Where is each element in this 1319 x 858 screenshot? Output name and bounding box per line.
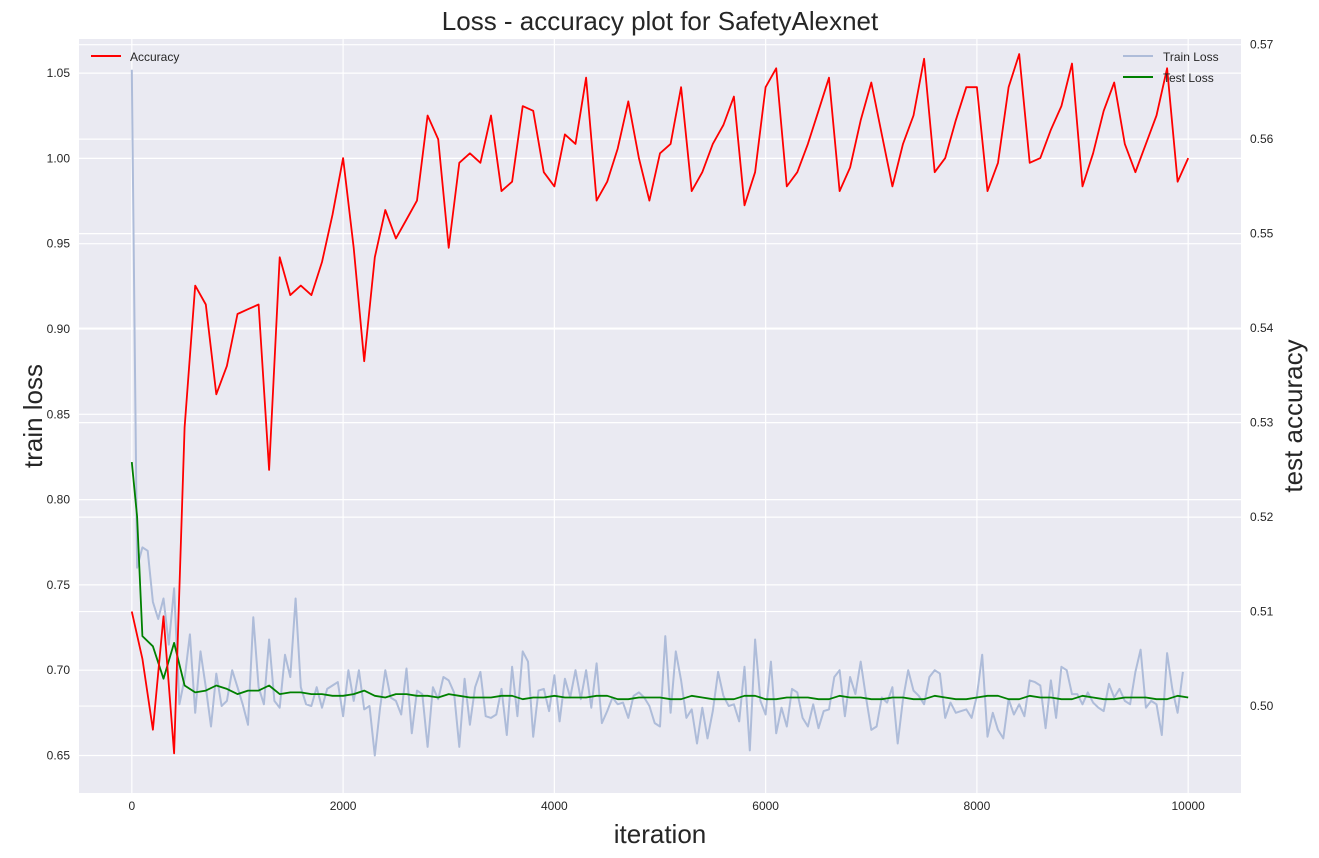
y-tick-label: 0.75 [47,578,71,592]
y-right-tick-label: 0.54 [1250,321,1274,335]
legend-accuracy-label: Accuracy [130,50,179,64]
y-right-tick-label: 0.52 [1250,510,1274,524]
y-right-tick-label: 0.56 [1250,132,1274,146]
y-tick-label: 0.80 [47,493,71,507]
y-tick-label: 0.90 [47,322,71,336]
legend-train-loss-label: Train Loss [1163,50,1219,64]
x-tick-label: 8000 [964,799,991,813]
x-tick-label: 6000 [752,799,779,813]
y-right-tick-label: 0.55 [1250,227,1274,241]
y-right-axis-label: test accuracy [1278,339,1308,492]
test-loss-line [130,462,1189,701]
y-right-axis-ticks: 0.50 0.51 0.52 0.53 0.54 0.55 0.56 0.57 [1250,38,1274,713]
series-layer [130,53,1190,757]
y-tick-label: 1.00 [47,151,71,165]
chart-title: Loss - accuracy plot for SafetyAlexnet [442,6,879,36]
y-right-tick-label: 0.50 [1250,699,1274,713]
legend-test-loss-label: Test Loss [1163,71,1214,85]
y-right-tick-label: 0.53 [1250,416,1274,430]
y-right-tick-label: 0.57 [1250,38,1274,52]
y-right-tick-label: 0.51 [1250,605,1274,619]
y-axis-ticks: 0.65 0.70 0.75 0.80 0.85 0.90 0.95 1.00 1.05 [47,66,71,762]
y-tick-label: 0.85 [47,407,71,421]
y-axis-label: train loss [18,364,48,468]
x-tick-label: 10000 [1171,799,1205,813]
x-tick-label: 0 [128,799,135,813]
legend-left: Accuracy [91,50,179,64]
y-tick-label: 0.70 [47,663,71,677]
train-loss-line [130,69,1184,757]
accuracy-line [130,53,1190,755]
x-axis-label: iteration [614,819,707,849]
y-tick-label: 0.95 [47,237,71,251]
grid-lines [79,39,1241,793]
legend-right: Train Loss Test Loss [1123,50,1219,85]
x-tick-label: 2000 [330,799,357,813]
x-axis-ticks: 0 2000 4000 6000 8000 10000 [128,799,1205,813]
x-tick-label: 4000 [541,799,568,813]
y-tick-label: 1.05 [47,66,71,80]
y-tick-label: 0.65 [47,748,71,762]
